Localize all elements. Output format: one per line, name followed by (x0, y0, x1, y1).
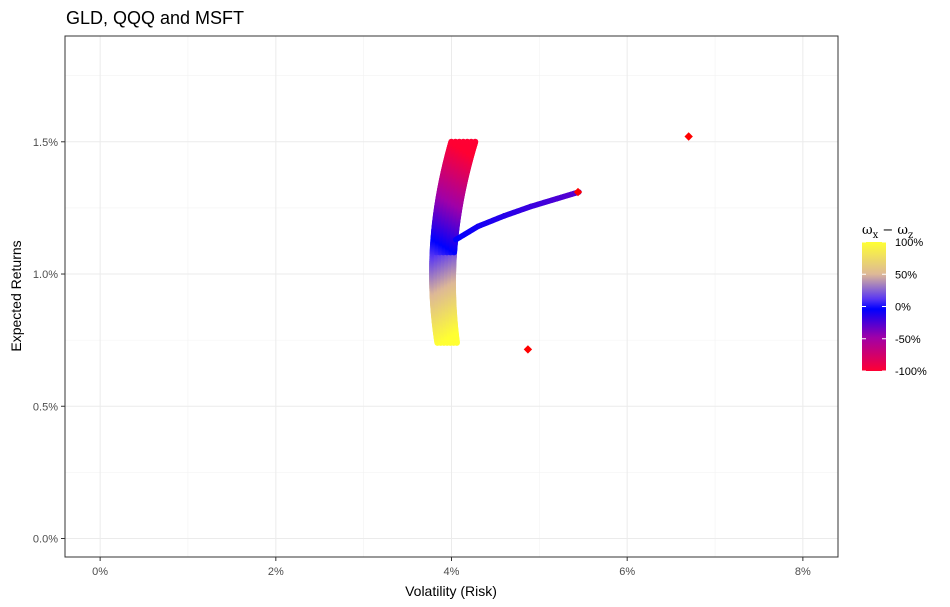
y-axis-title: Expected Returns (8, 240, 24, 351)
legend-label: -50% (895, 334, 921, 346)
legend-title-sub-z: z (908, 230, 913, 241)
legend-label: 0% (895, 302, 911, 314)
data-layer (429, 132, 693, 354)
x-tick-label: 2% (268, 566, 284, 578)
axis-ticks: 0% 2% 4% 6% 8% 0.0% 0.5% 1.0% 1.5% (33, 137, 811, 578)
asset-point-qqq (573, 187, 583, 197)
legend-title-omega: ω (862, 223, 873, 238)
x-tick-label: 8% (795, 566, 811, 578)
legend: ωx − ωz 100% 50% 0% -50% -100% (862, 223, 927, 378)
x-tick-label: 4% (444, 566, 460, 578)
y-tick-label: 1.5% (33, 137, 58, 149)
diff-branch-point (453, 236, 459, 243)
asset-point-gld (523, 345, 533, 354)
legend-title-minus-omega: − ω (878, 223, 908, 238)
legend-label: -100% (895, 366, 927, 378)
frontier-point (472, 138, 479, 145)
y-tick-label: 0.0% (33, 533, 58, 545)
x-axis-title: Volatility (Risk) (405, 583, 497, 599)
chart-title: GLD, QQQ and MSFT (66, 8, 244, 28)
legend-labels: 100% 50% 0% -50% -100% (862, 237, 927, 378)
x-tick-label: 6% (619, 566, 635, 578)
y-tick-label: 0.5% (33, 401, 58, 413)
x-tick-label: 0% (92, 566, 108, 578)
y-tick-label: 1.0% (33, 269, 58, 281)
legend-label: 100% (895, 237, 923, 249)
legend-label: 50% (895, 269, 917, 281)
asset-point-msft (684, 132, 693, 141)
legend-title: ωx − ωz (862, 223, 913, 241)
legend-title-sub-x: x (873, 230, 879, 241)
